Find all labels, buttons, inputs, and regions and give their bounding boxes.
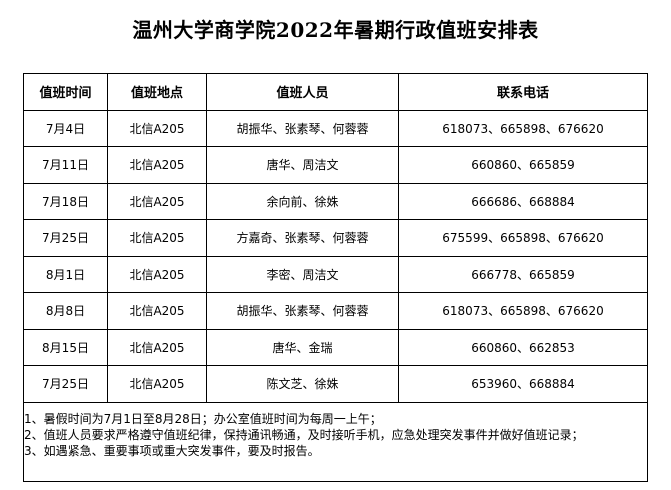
note-3: 3、如遇紧急、重要事项或重大突发事件，要及时报告。: [24, 443, 320, 458]
cell-date: 7月18日: [23, 182, 108, 220]
cell-staff: 胡振华、张素琴、何蓉蓉: [206, 292, 399, 330]
cell-location: 北信A205: [107, 328, 207, 366]
cell-date: 8月1日: [23, 255, 108, 293]
table-row: 7月4日 北信A205 胡振华、张素琴、何蓉蓉 618073、665898、67662…: [23, 109, 648, 147]
table-row: 7月25日 北信A205 方嘉奇、张素琴、何蓉蓉 675599、665898、6766…: [23, 219, 648, 257]
cell-phone: 675599、665898、676620: [398, 219, 648, 257]
cell-phone: 618073、665898、676620: [398, 292, 648, 330]
cell-date: 7月25日: [23, 219, 108, 257]
cell-date: 8月15日: [23, 328, 108, 366]
table-row: 7月11日 北信A205 唐华、周洁文 660860、665859: [23, 146, 648, 184]
page-title: 温州大学商学院2022年暑期行政值班安排表: [132, 18, 539, 42]
cell-staff: 唐华、周洁文: [206, 146, 399, 184]
header-phone: 联系电话: [398, 73, 648, 111]
cell-staff: 胡振华、张素琴、何蓉蓉: [206, 109, 399, 147]
notes-row: 1、暑假时间为7月1日至8月28日；办公室值班时间为每周一上午； 2、值班人员要…: [23, 401, 648, 482]
table-row: 8月15日 北信A205 唐华、金瑞 660860、662853: [23, 328, 648, 366]
cell-phone: 666778、665859: [398, 255, 648, 293]
note-2: 2、值班人员要求严格遵守值班纪律，保持通讯畅通，及时接听手机，应急处理突发事件并…: [24, 427, 584, 442]
header-time: 值班时间: [23, 73, 108, 111]
cell-phone: 653960、668884: [398, 365, 648, 403]
cell-staff: 方嘉奇、张素琴、何蓉蓉: [206, 219, 399, 257]
cell-staff: 李密、周洁文: [206, 255, 399, 293]
cell-phone: 660860、665859: [398, 146, 648, 184]
cell-date: 7月4日: [23, 109, 108, 147]
table-row: 7月18日 北信A205 余向前、徐姝 666686、668884: [23, 182, 648, 220]
header-staff: 值班人员: [206, 73, 399, 111]
cell-staff: 陈文芝、徐姝: [206, 365, 399, 403]
note-1: 1、暑假时间为7月1日至8月28日；办公室值班时间为每周一上午；: [24, 411, 382, 426]
cell-date: 7月11日: [23, 146, 108, 184]
cell-date: 8月8日: [23, 292, 108, 330]
cell-location: 北信A205: [107, 219, 207, 257]
cell-date: 7月25日: [23, 365, 108, 403]
cell-location: 北信A205: [107, 182, 207, 220]
cell-staff: 余向前、徐姝: [206, 182, 399, 220]
notes-cell: 1、暑假时间为7月1日至8月28日；办公室值班时间为每周一上午； 2、值班人员要…: [23, 401, 648, 482]
cell-staff: 唐华、金瑞: [206, 328, 399, 366]
table-row: 7月25日 北信A205 陈文芝、徐姝 653960、668884: [23, 365, 648, 403]
cell-location: 北信A205: [107, 146, 207, 184]
cell-phone: 618073、665898、676620: [398, 109, 648, 147]
cell-location: 北信A205: [107, 292, 207, 330]
header-location: 值班地点: [107, 73, 207, 111]
table-row: 8月1日 北信A205 李密、周洁文 666778、665859: [23, 255, 648, 293]
cell-location: 北信A205: [107, 365, 207, 403]
duty-schedule-table: 值班时间 值班地点 值班人员 联系电话 7月4日 北信A205 胡振华、张素琴、何蓉…: [23, 73, 648, 482]
table-row: 8月8日 北信A205 胡振华、张素琴、何蓉蓉 618073、665898、67662…: [23, 292, 648, 330]
cell-phone: 666686、668884: [398, 182, 648, 220]
cell-location: 北信A205: [107, 109, 207, 147]
cell-phone: 660860、662853: [398, 328, 648, 366]
cell-location: 北信A205: [107, 255, 207, 293]
header-row: 值班时间 值班地点 值班人员 联系电话: [23, 73, 648, 111]
